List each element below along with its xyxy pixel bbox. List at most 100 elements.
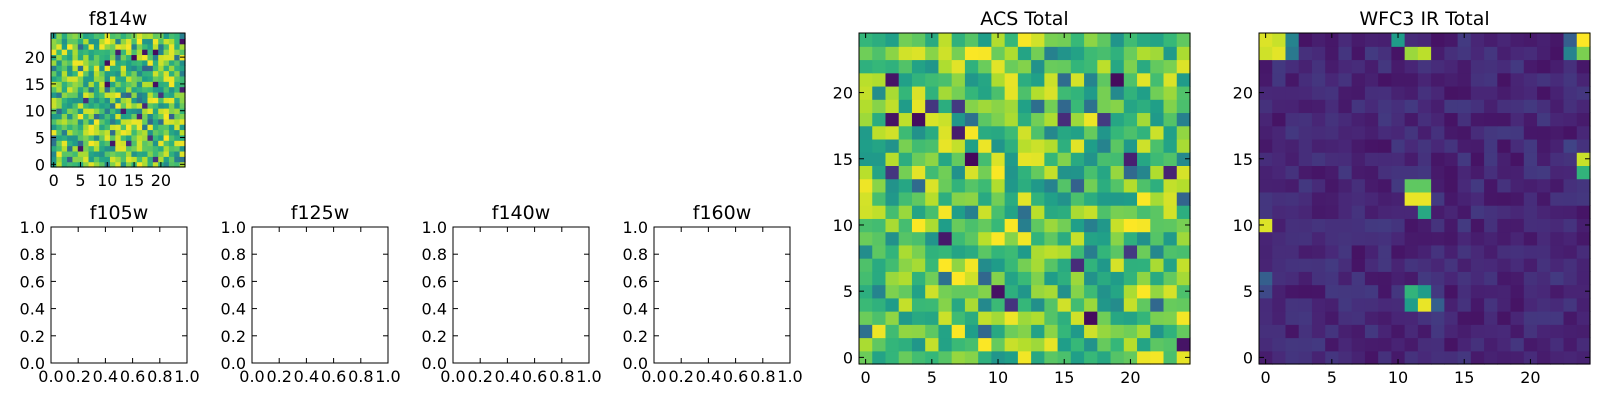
heatmap-cell (1311, 231, 1326, 246)
heatmap-cell (1563, 271, 1578, 286)
heatmap-cell (1084, 271, 1098, 286)
heatmap-cell (872, 72, 887, 87)
heatmap-cell (1338, 258, 1353, 272)
heatmap-cell (1523, 324, 1538, 339)
heatmap-cell (1084, 337, 1098, 352)
axes-frame (1258, 32, 1591, 365)
heatmap-cell (67, 75, 74, 82)
heatmap-cell (1004, 218, 1019, 233)
heatmap-cell (1150, 337, 1165, 352)
heatmap-cell (1470, 258, 1485, 272)
heatmap-cell (104, 102, 111, 109)
heatmap-cell (898, 324, 913, 339)
heatmap-cell (179, 129, 186, 136)
x-tick-label: 1.0 (375, 367, 400, 386)
heatmap-cell (938, 324, 953, 339)
heatmap-cell (1298, 218, 1313, 233)
heatmap-cell (1391, 138, 1406, 153)
heatmap-cell (1163, 258, 1178, 272)
heatmap-cell (859, 350, 873, 365)
heatmap-cell (136, 161, 143, 168)
heatmap-cell (136, 70, 143, 77)
x-tick-label: 0.0 (641, 367, 666, 386)
heatmap-cell (104, 97, 111, 104)
heatmap-cell (885, 324, 900, 339)
heatmap-cell (1457, 33, 1472, 47)
heatmap-cell (1510, 271, 1525, 286)
heatmap-cell (1576, 218, 1591, 233)
heatmap-cell (1431, 165, 1445, 180)
heatmap-cell (1391, 284, 1406, 299)
heatmap-cell (1311, 324, 1326, 339)
heatmap-cell (99, 108, 106, 114)
heatmap-cell (1259, 337, 1273, 352)
heatmap-cell (1431, 191, 1445, 206)
heatmap-cell (1470, 244, 1485, 259)
heatmap-cell (72, 38, 79, 45)
heatmap-cell (1163, 244, 1178, 259)
heatmap-cell (152, 113, 159, 120)
heatmap-cell (152, 156, 159, 163)
subplot-title: f105w (90, 202, 149, 224)
heatmap-cell (1150, 324, 1165, 339)
heatmap-cell (179, 38, 186, 45)
heatmap-cell (991, 191, 1006, 206)
heatmap-cell (1563, 85, 1578, 100)
heatmap-cell (951, 205, 966, 219)
heatmap-cell (83, 81, 90, 88)
heatmap-cell (67, 65, 74, 72)
heatmap-cell (147, 81, 154, 88)
heatmap-cell (991, 59, 1006, 74)
heatmap-cell (147, 86, 154, 93)
heatmap-cell (859, 284, 873, 299)
heatmap-cell (168, 43, 175, 50)
heatmap-cell (174, 97, 181, 104)
heatmap-cell (1325, 337, 1340, 352)
heatmap-cell (1537, 165, 1551, 180)
heatmap-cell (1364, 244, 1379, 259)
heatmap-cell (1272, 244, 1287, 259)
heatmap-cell (1084, 178, 1098, 193)
heatmap-cell (1523, 284, 1538, 299)
x-tick-label: 0.4 (294, 367, 319, 386)
heatmap-cell (1110, 311, 1125, 325)
heatmap-cell (1563, 33, 1578, 47)
heatmap-cell (1497, 85, 1512, 100)
heatmap-cell (104, 38, 111, 45)
heatmap-cell (1259, 311, 1273, 325)
heatmap-cell (104, 59, 111, 66)
heatmap-cell (1391, 33, 1406, 47)
heatmap-cell (964, 324, 979, 339)
heatmap-cell (1044, 337, 1059, 352)
heatmap-cell (1097, 191, 1112, 206)
heatmap-cell (898, 99, 913, 114)
heatmap-cell (1537, 297, 1551, 312)
heatmap-cell (1163, 59, 1178, 74)
heatmap-cell (163, 59, 170, 66)
y-tick-label: 0.2 (422, 327, 447, 346)
heatmap-cell (859, 271, 873, 286)
x-tick-label: 20 (1120, 368, 1140, 387)
heatmap-cell (1097, 205, 1112, 219)
heatmap-cell (1470, 85, 1485, 100)
heatmap-cell (1351, 218, 1366, 233)
heatmap-cell (72, 150, 79, 157)
heatmap-cell (1470, 191, 1485, 206)
heatmap-cell (938, 72, 953, 87)
heatmap-cell (67, 97, 74, 104)
heatmap-cell (1311, 165, 1326, 180)
heatmap-cell (1163, 165, 1178, 180)
heatmap-cell (56, 75, 63, 82)
heatmap-cell (1163, 46, 1178, 61)
heatmap-cell (1150, 59, 1165, 74)
heatmap-cell (136, 113, 143, 120)
heatmap-cell (93, 140, 100, 147)
heatmap-cell (142, 65, 149, 72)
heatmap-cells (859, 33, 1191, 365)
heatmap-cell (1550, 337, 1565, 352)
heatmap-cell (136, 75, 143, 82)
heatmap-cell (99, 129, 106, 136)
heatmap-cell (1431, 350, 1445, 365)
heatmap-cell (1391, 311, 1406, 325)
